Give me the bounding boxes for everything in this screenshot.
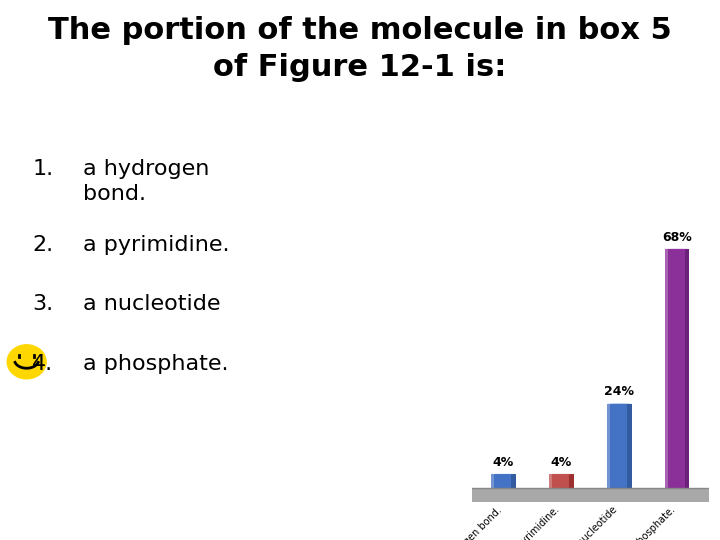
Bar bbox=[511, 474, 516, 488]
Text: 1.: 1. bbox=[32, 159, 53, 179]
Bar bbox=[607, 404, 610, 488]
Text: 4%: 4% bbox=[551, 456, 572, 469]
Bar bbox=[570, 474, 574, 488]
Text: 2.: 2. bbox=[32, 235, 53, 255]
Text: 24%: 24% bbox=[604, 386, 634, 399]
Text: 4%: 4% bbox=[493, 456, 514, 469]
Bar bbox=[607, 404, 631, 488]
Text: a hydrogen
bond.: a hydrogen bond. bbox=[83, 159, 210, 204]
Bar bbox=[665, 249, 690, 488]
Text: a pyrimidine.: a pyrimidine. bbox=[83, 235, 229, 255]
Bar bbox=[665, 249, 667, 488]
Bar bbox=[491, 474, 516, 488]
Text: a phosphate.: a phosphate. bbox=[83, 354, 228, 374]
Text: 4.: 4. bbox=[32, 354, 53, 374]
Bar bbox=[549, 474, 574, 488]
Bar bbox=[491, 474, 494, 488]
Text: a nucleotide: a nucleotide bbox=[83, 294, 220, 314]
Text: 68%: 68% bbox=[662, 231, 692, 244]
Circle shape bbox=[7, 345, 46, 379]
Bar bbox=[685, 249, 690, 488]
Bar bbox=[549, 474, 552, 488]
Bar bbox=[627, 404, 631, 488]
Bar bbox=[472, 488, 709, 502]
Text: 3.: 3. bbox=[32, 294, 53, 314]
Text: The portion of the molecule in box 5
of Figure 12-1 is:: The portion of the molecule in box 5 of … bbox=[48, 16, 672, 82]
